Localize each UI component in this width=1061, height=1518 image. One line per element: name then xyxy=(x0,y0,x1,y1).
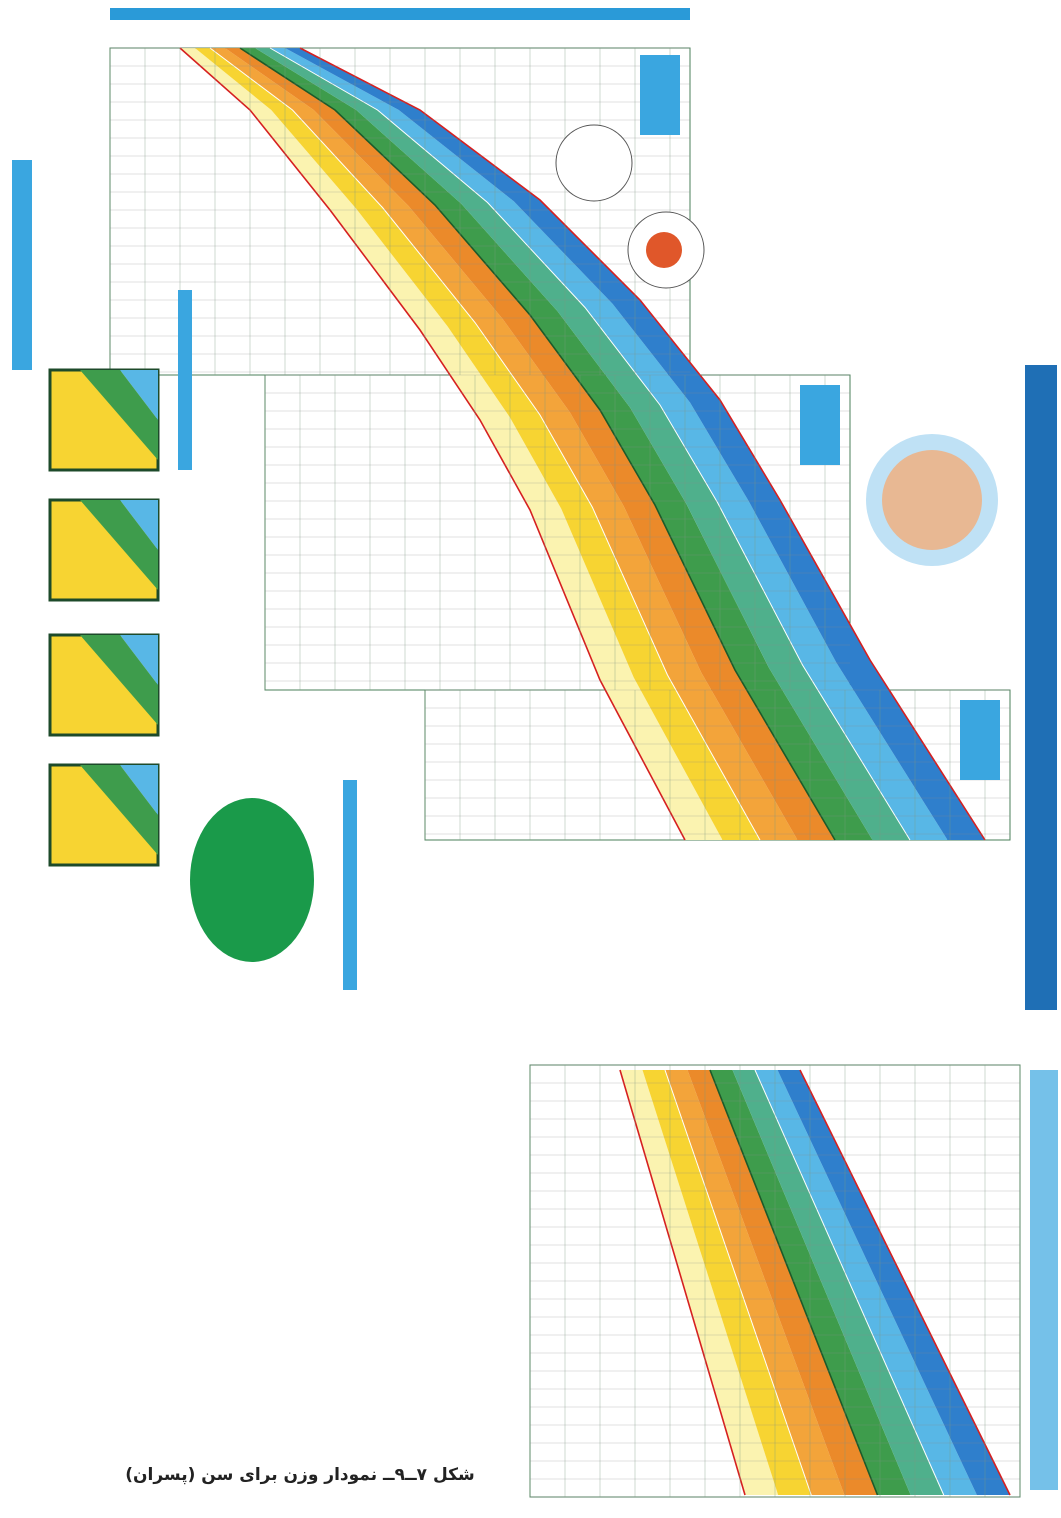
thumb-band xyxy=(120,370,158,420)
band xyxy=(240,48,873,840)
band xyxy=(225,48,835,840)
thumbnails xyxy=(48,368,160,867)
thumb-band xyxy=(80,370,158,460)
band xyxy=(255,48,910,840)
band-edge xyxy=(619,1069,746,1496)
icon xyxy=(646,232,682,268)
thumb-band xyxy=(120,635,158,685)
thumb-band xyxy=(120,500,158,550)
side-bar xyxy=(12,160,32,370)
band-edge xyxy=(799,1069,1011,1496)
band-line xyxy=(664,1069,812,1496)
decorations xyxy=(12,55,1058,1490)
label-box xyxy=(800,385,840,465)
band xyxy=(210,48,798,840)
side-bar xyxy=(178,290,192,470)
side-bar xyxy=(1030,1070,1058,1490)
band-edge xyxy=(709,1069,879,1496)
header-strip xyxy=(110,8,690,20)
band xyxy=(180,48,723,840)
icon-circle xyxy=(555,124,633,202)
side-bar xyxy=(343,780,357,990)
band-line xyxy=(209,47,761,841)
thumb-band xyxy=(120,765,158,815)
green-note xyxy=(190,798,314,962)
caption: شکل ۷ــ۹ــ نمودار وزن برای سن (پسران) xyxy=(125,1465,474,1485)
label-box xyxy=(960,700,1000,780)
label-box xyxy=(640,55,680,135)
band-line xyxy=(269,47,911,841)
thumb-band xyxy=(80,765,158,855)
thumb-band xyxy=(80,500,158,590)
band-edge xyxy=(299,47,986,841)
thumb-band xyxy=(80,635,158,725)
photo-face xyxy=(882,450,982,550)
band-line xyxy=(754,1069,945,1496)
side-bar xyxy=(1025,365,1057,1010)
band xyxy=(195,48,760,840)
grid xyxy=(109,47,1021,1498)
